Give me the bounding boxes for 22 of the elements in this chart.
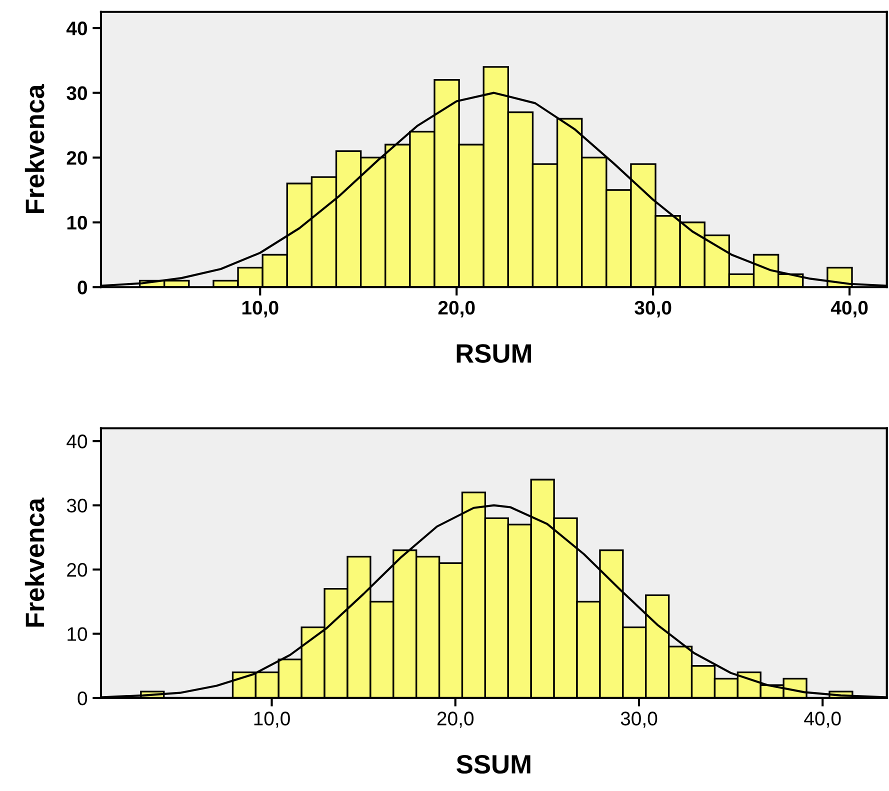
x-tick-label: 40,0 — [830, 300, 868, 318]
y-tick-label: 40 — [66, 434, 88, 448]
x-tick-label: 10,0 — [254, 712, 290, 728]
x-tick-label: 20,0 — [438, 300, 475, 318]
y-tick-label: 30 — [66, 86, 87, 100]
x-tick-label: 20,0 — [437, 712, 474, 728]
y-axis-title: Frekvenca — [24, 498, 44, 627]
y-tick-label: 20 — [67, 563, 88, 577]
y-axis-title: Frekvenca — [24, 84, 44, 214]
y-tick-label: 30 — [66, 498, 88, 513]
x-axis-title: RSUM — [456, 344, 532, 363]
y-tick-label: 40 — [66, 22, 87, 36]
x-tick-label: 10,0 — [242, 300, 278, 318]
y-tick-label: 0 — [78, 691, 88, 706]
y-tick-label: 20 — [66, 151, 87, 165]
y-tick-label: 10 — [68, 627, 88, 641]
y-tick-label: 0 — [78, 280, 87, 294]
x-tick-label: 30,0 — [620, 712, 658, 728]
x-axis-title: SSUM — [456, 754, 530, 774]
y-tick-label: 10 — [67, 216, 87, 230]
x-tick-label: 40,0 — [804, 712, 841, 728]
x-tick-label: 30,0 — [634, 300, 672, 318]
